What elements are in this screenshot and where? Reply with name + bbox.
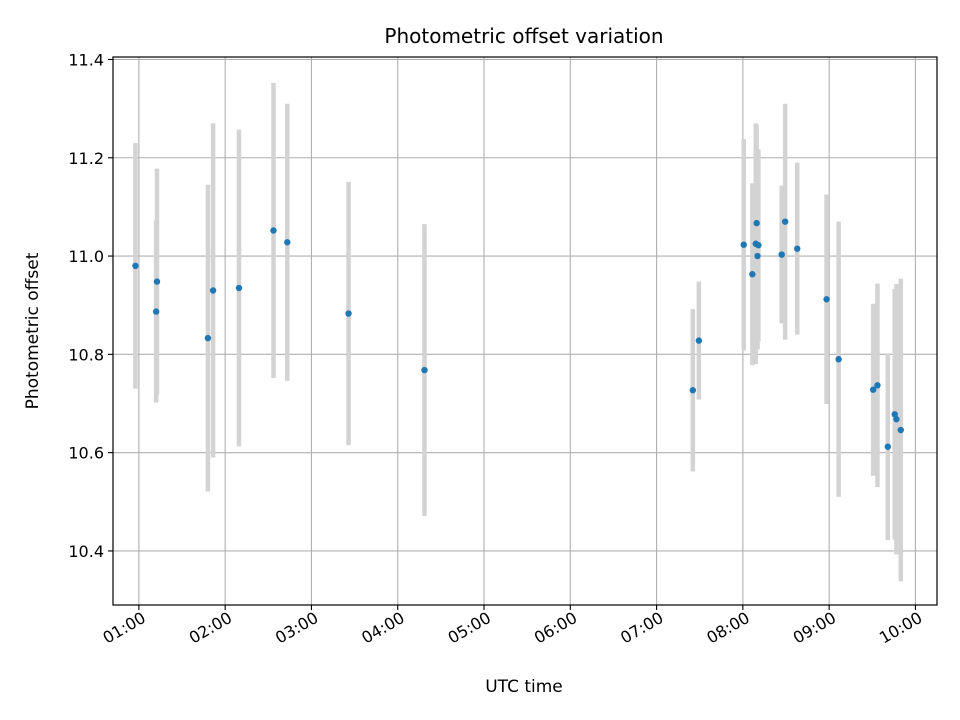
data-point [270, 227, 277, 234]
y-axis-label: Photometric offset [23, 252, 43, 409]
data-point [152, 308, 160, 315]
data-point [209, 287, 217, 294]
data-point [897, 426, 904, 434]
y-tick-label: 10.4 [68, 542, 104, 561]
y-tick-label: 10.8 [68, 345, 104, 364]
y-tick-label: 11.0 [68, 247, 104, 266]
y-tick-label: 10.6 [68, 444, 104, 463]
y-tick-label: 11.4 [68, 50, 104, 69]
data-point [204, 334, 212, 342]
data-point [781, 218, 789, 225]
data-point [794, 245, 801, 252]
data-point [235, 284, 243, 292]
data-point [749, 271, 756, 278]
data-point [695, 337, 703, 344]
data-point [740, 241, 747, 248]
data-point [284, 239, 291, 246]
data-point [893, 416, 900, 423]
x-axis-label: UTC time [485, 677, 563, 697]
plot-frame [112, 56, 938, 606]
data-point [345, 310, 352, 317]
y-tick-label: 11.2 [68, 149, 104, 168]
data-point [132, 262, 139, 270]
data-point [869, 386, 877, 393]
data-point [778, 251, 785, 258]
data-point [874, 382, 881, 389]
chart-title: Photometric offset variation [384, 24, 663, 48]
data-point [755, 242, 762, 249]
data-point [835, 356, 842, 363]
data-point [891, 411, 898, 418]
data-point [153, 278, 161, 285]
data-point [884, 443, 892, 450]
data-point [823, 296, 830, 303]
data-point [753, 219, 760, 227]
data-point [689, 387, 697, 394]
data-point [754, 252, 761, 260]
data-points [132, 218, 904, 450]
data-point [421, 366, 428, 374]
